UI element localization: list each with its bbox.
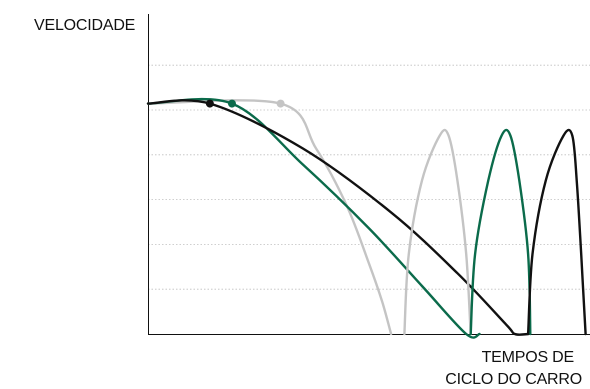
series-line-6	[526, 128, 587, 336]
x-axis-title-line-1: TEMPOS DE	[482, 349, 574, 366]
series-line-3	[146, 99, 530, 336]
series-point-2	[227, 99, 236, 108]
series-line-1	[146, 99, 393, 336]
series-point-3	[205, 99, 214, 108]
series-line-5	[469, 128, 532, 336]
gridlines	[148, 64, 590, 290]
x-axis-title-line-2: CICLO DO CARRO	[445, 371, 582, 388]
series-line-4	[403, 128, 472, 336]
y-axis-title: VELOCIDADE	[34, 17, 135, 34]
series-group	[146, 97, 587, 339]
series-line-2	[146, 97, 481, 339]
series-point-1	[276, 99, 285, 108]
